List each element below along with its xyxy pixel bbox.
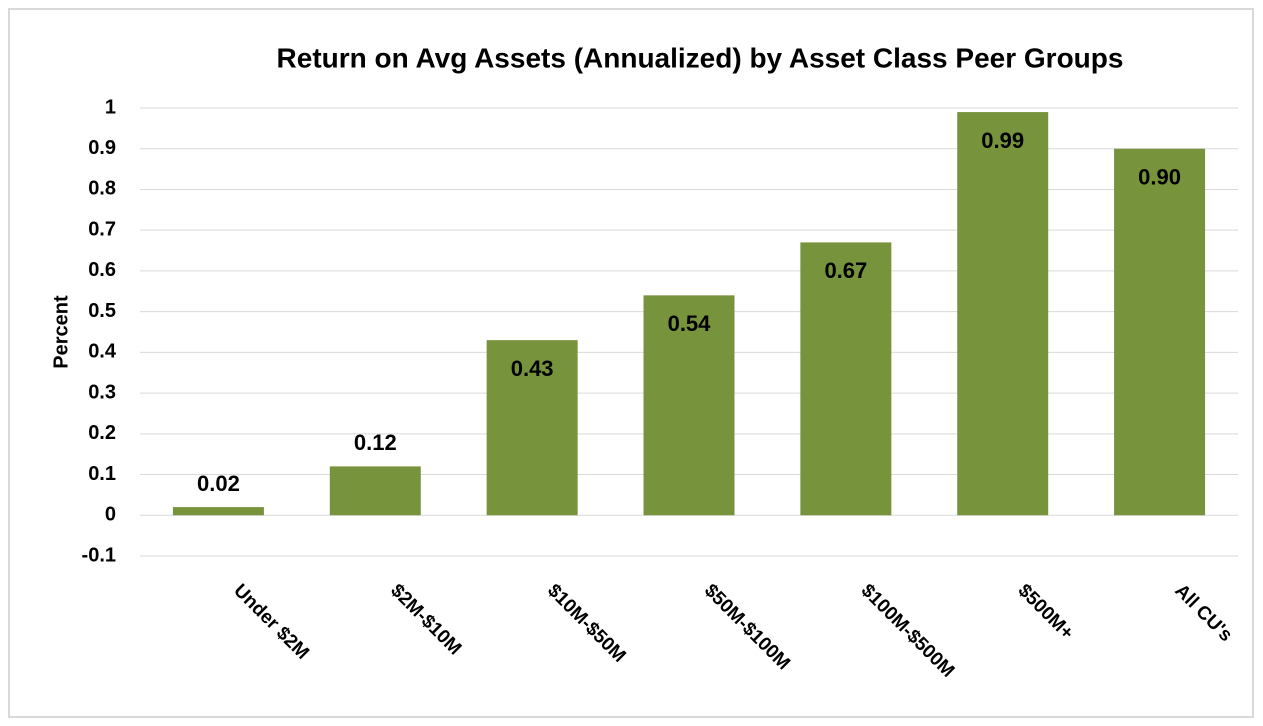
y-tick-label: 1	[105, 96, 116, 118]
y-tick-label: 0.6	[88, 259, 116, 281]
value-label: 0.43	[511, 356, 554, 381]
bar	[643, 295, 735, 516]
value-label: 0.90	[1138, 165, 1181, 190]
value-label: 0.12	[354, 430, 397, 455]
bar	[486, 340, 578, 516]
value-label: 0.02	[197, 471, 240, 496]
bar	[957, 112, 1049, 516]
y-tick-label: 0.1	[88, 463, 116, 485]
y-axis-label: Percent	[50, 295, 72, 369]
y-tick-label: 0.9	[88, 137, 116, 159]
value-label: 0.67	[824, 258, 867, 283]
bar	[329, 466, 421, 516]
y-tick-label: 0.4	[88, 341, 117, 363]
chart-frame	[8, 8, 1254, 718]
bar	[1114, 148, 1206, 516]
y-tick-label: 0.2	[88, 422, 116, 444]
value-label: 0.54	[668, 311, 712, 336]
y-tick-label: 0	[105, 504, 116, 526]
chart-title: Return on Avg Assets (Annualized) by Ass…	[277, 42, 1124, 73]
bar	[800, 242, 892, 516]
y-tick-label: -0.1	[82, 544, 116, 566]
value-label: 0.99	[981, 128, 1024, 153]
bar	[172, 507, 264, 516]
y-tick-label: 0.3	[88, 381, 116, 403]
y-tick-label: 0.7	[88, 218, 116, 240]
y-tick-label: 0.8	[88, 178, 116, 200]
y-tick-label: 0.5	[88, 300, 116, 322]
